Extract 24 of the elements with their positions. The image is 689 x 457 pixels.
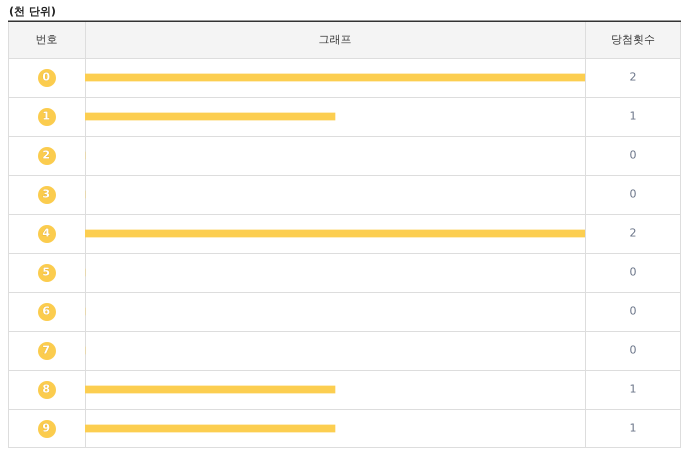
data-label: 0 bbox=[630, 343, 636, 356]
y-tick-label: 4 bbox=[42, 226, 50, 240]
data-label: 2 bbox=[630, 226, 636, 240]
data-label: 0 bbox=[630, 148, 636, 162]
y-tick-label: 5 bbox=[42, 265, 50, 278]
data-label: 0 bbox=[630, 265, 636, 278]
y-tick-label: 1 bbox=[42, 109, 50, 122]
y-tick-label: 0 bbox=[42, 70, 50, 84]
data-label: 0 bbox=[630, 187, 636, 200]
y-tick-label: 3 bbox=[42, 187, 50, 200]
data-label: 1 bbox=[630, 421, 636, 434]
chart-title: (천 단위) bbox=[9, 4, 56, 18]
y-tick-label: 2 bbox=[42, 148, 50, 162]
y-tick-label: 8 bbox=[42, 382, 50, 396]
y-tick-label: 9 bbox=[42, 421, 50, 434]
data-label: 1 bbox=[630, 382, 636, 396]
y-tick-label: 7 bbox=[42, 343, 50, 356]
data-label: 2 bbox=[630, 70, 636, 84]
y-tick-label: 6 bbox=[42, 304, 50, 318]
text: 당첨횟수 bbox=[611, 32, 655, 46]
y-axis-title: 번호 bbox=[36, 32, 58, 46]
data-label: 1 bbox=[630, 109, 636, 122]
x-axis-title: 그래프 bbox=[318, 32, 352, 46]
data-label: 0 bbox=[630, 304, 636, 318]
